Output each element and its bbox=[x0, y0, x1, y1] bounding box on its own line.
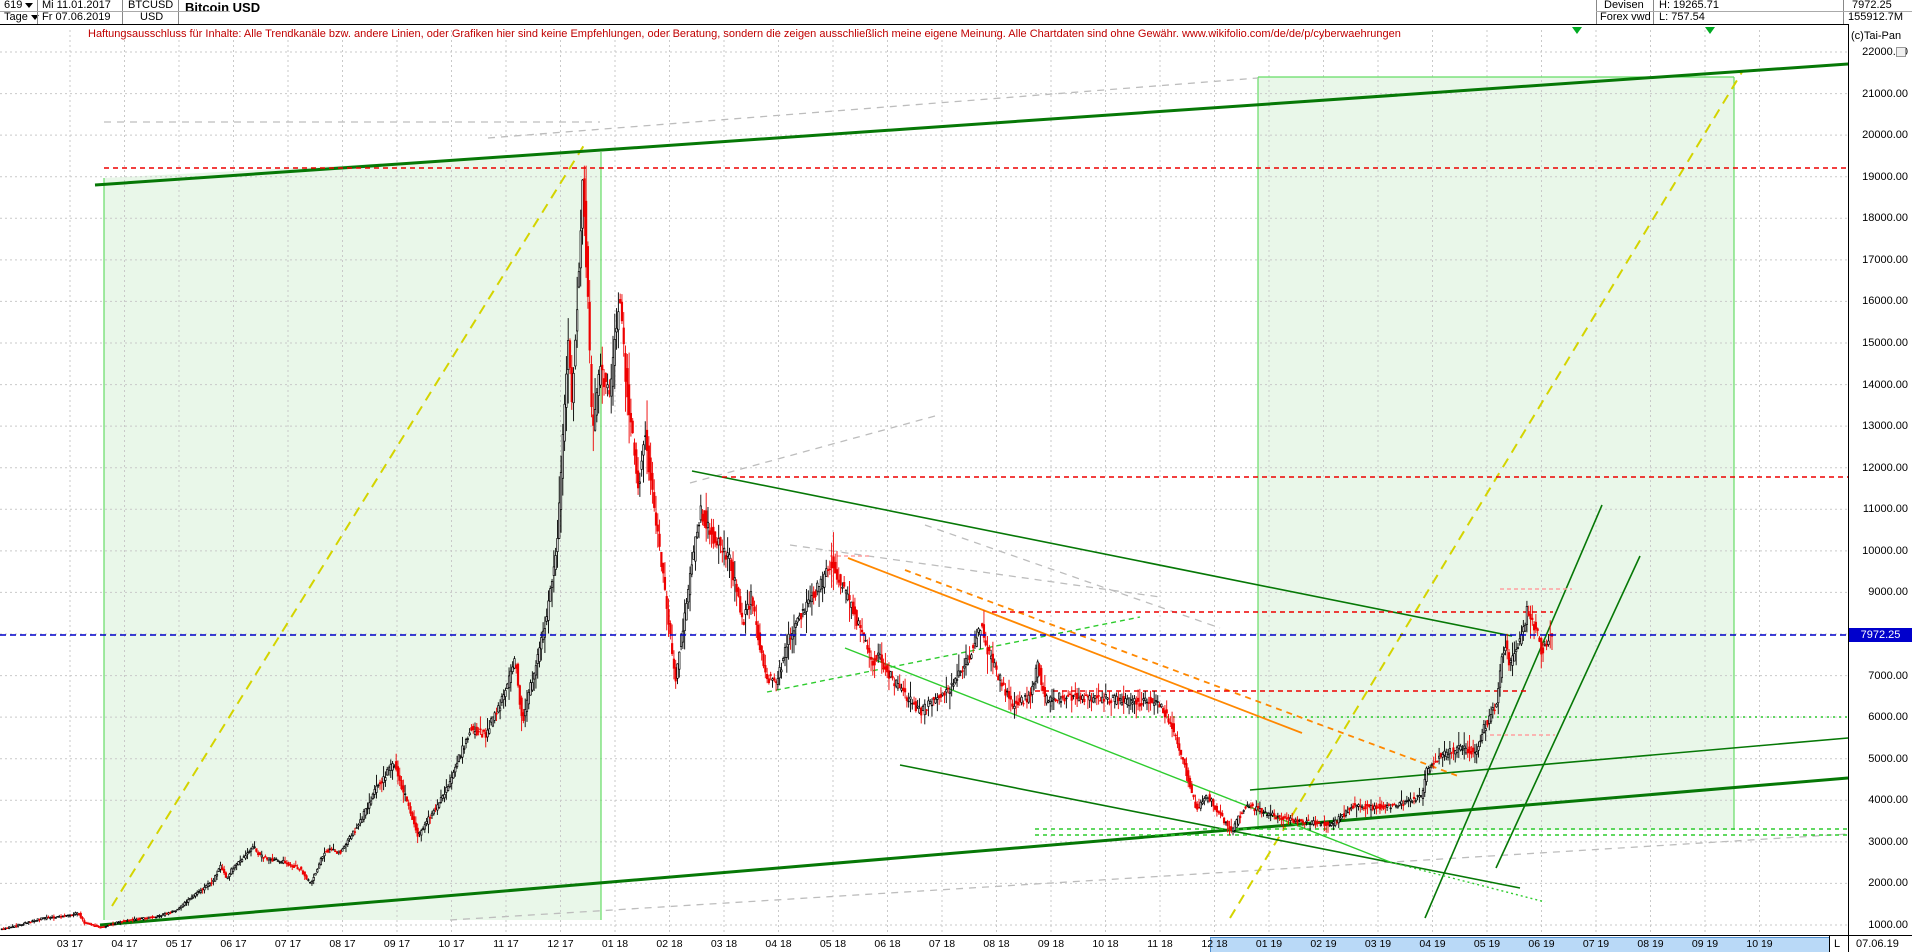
price-tick-label: 12000.00 bbox=[1862, 461, 1908, 474]
price-tick-label: 21000.00 bbox=[1862, 87, 1908, 100]
price-tick-label: 13000.00 bbox=[1862, 420, 1908, 433]
bright-green-lines bbox=[766, 616, 1848, 903]
source-label: Forex vwd bbox=[1600, 11, 1651, 23]
bars-count-dropdown[interactable]: 619 bbox=[4, 0, 34, 11]
right-channel-zone bbox=[1258, 77, 1734, 830]
chevron-down-icon bbox=[30, 14, 39, 20]
date-tick-label: 05 19 bbox=[1473, 938, 1501, 950]
date-tick-label: 08 17 bbox=[329, 938, 356, 950]
candlestick-chart-svg bbox=[0, 27, 1848, 934]
date-tick-label: 03 17 bbox=[56, 938, 84, 950]
date-tick-label: 05 17 bbox=[165, 938, 193, 950]
date-tick-label: 05 18 bbox=[819, 938, 847, 950]
date-tick-label: 01 18 bbox=[601, 938, 629, 950]
date-tick-label: 02 19 bbox=[1310, 938, 1337, 950]
market-label: Devisen bbox=[1604, 0, 1644, 11]
price-tick-label: 19000.00 bbox=[1862, 170, 1908, 183]
price-tick-label: 18000.00 bbox=[1862, 212, 1908, 225]
price-tick-label: 10000.00 bbox=[1862, 544, 1908, 557]
date-tick-label: 04 18 bbox=[765, 938, 792, 950]
gridlines bbox=[0, 30, 1848, 934]
date-tick-label: 06 19 bbox=[1528, 938, 1555, 950]
page-title: Bitcoin USD bbox=[185, 0, 261, 15]
date-tick-label: 07 17 bbox=[274, 938, 302, 950]
resize-handle[interactable] bbox=[1896, 47, 1906, 57]
date-tick-label: 03 19 bbox=[1364, 938, 1392, 950]
yellow-trendlines bbox=[111, 71, 1743, 919]
price-tick-label: 7000.00 bbox=[1868, 669, 1908, 682]
top-marker-icons bbox=[1572, 27, 1715, 34]
price-tick-label: 5000.00 bbox=[1868, 752, 1908, 765]
current-price-badge: 7972.25 bbox=[1849, 628, 1912, 642]
date-to: Fr 07.06.2019 bbox=[42, 11, 111, 23]
date-tick-label: 07 18 bbox=[928, 938, 956, 950]
chevron-down-icon bbox=[25, 2, 34, 8]
date-axis: L 07.06.19 03 17 04 17 05 17 06 17 07 17 08 1… bbox=[0, 935, 1912, 952]
date-tick-label: 11 18 bbox=[1147, 938, 1173, 950]
green-trendlines bbox=[691, 470, 1848, 919]
price-tick-label: 17000.00 bbox=[1862, 253, 1908, 266]
price-tick-label: 14000.00 bbox=[1862, 378, 1908, 391]
chart-header: 619 Tage Mi 11.01.2017 Fr 07.06.2019 BTC… bbox=[0, 0, 1912, 25]
axis-divider bbox=[1848, 24, 1849, 952]
date-tick-label: 04 17 bbox=[111, 938, 138, 950]
price-tick-label: 4000.00 bbox=[1868, 794, 1908, 807]
price-tick-label: 2000.00 bbox=[1868, 877, 1908, 890]
date-from: Mi 11.01.2017 bbox=[42, 0, 111, 11]
orange-trendlines bbox=[847, 557, 1459, 777]
period-dropdown[interactable]: Tage bbox=[4, 12, 39, 23]
date-tick-label: 12 17 bbox=[547, 938, 574, 950]
price-tick-label: 9000.00 bbox=[1868, 586, 1908, 599]
date-tick-label: 10 18 bbox=[1092, 938, 1119, 950]
date-range-highlight[interactable] bbox=[1210, 937, 1830, 952]
price-tick-label: 15000.00 bbox=[1862, 336, 1908, 349]
date-tick-label: 01 19 bbox=[1255, 938, 1283, 950]
marker-triangle-icon bbox=[1572, 27, 1582, 34]
symbol-label: BTCUSD bbox=[128, 0, 174, 11]
chart-plot-area[interactable] bbox=[0, 24, 1848, 935]
price-tick-label: 20000.00 bbox=[1862, 129, 1908, 142]
date-tick-label: 06 18 bbox=[874, 938, 901, 950]
date-tick-label: 12 18 bbox=[1201, 938, 1228, 950]
low-value: L: 757.54 bbox=[1659, 11, 1705, 23]
date-tick-label: 10 19 bbox=[1746, 938, 1773, 950]
date-tick-label: 07 19 bbox=[1582, 938, 1610, 950]
gray-trendlines bbox=[104, 77, 1848, 921]
date-tick-label: 10 17 bbox=[438, 938, 465, 950]
marker-triangle-icon bbox=[1705, 27, 1715, 34]
price-axis: 7972.25 22000.00 21000.00 20000.00 19000.00… bbox=[1849, 24, 1912, 935]
date-tick-label: 08 19 bbox=[1637, 938, 1664, 950]
disclaimer-text: Haftungsausschluss für Inhalte: Alle Tre… bbox=[88, 28, 1401, 40]
date-tick-label: 09 18 bbox=[1037, 938, 1065, 950]
high-value: H: 19265.71 bbox=[1659, 0, 1719, 11]
date-tick-label: 02 18 bbox=[656, 938, 683, 950]
candlesticks bbox=[0, 165, 1554, 931]
date-tick-label: 08 18 bbox=[983, 938, 1010, 950]
volume-value: 155912.7M bbox=[1848, 11, 1904, 23]
main-channel-lines bbox=[94, 62, 1848, 927]
date-tick-label: 04 19 bbox=[1419, 938, 1446, 950]
last-price-header: 7972.25 bbox=[1852, 0, 1892, 11]
copyright-label: (c)Tai-Pan bbox=[1851, 30, 1902, 42]
last-date-label: 07.06.19 bbox=[1856, 938, 1899, 950]
red-resistance-levels bbox=[104, 167, 1848, 736]
date-tick-label: 03 18 bbox=[710, 938, 738, 950]
date-tick-label: 09 17 bbox=[383, 938, 411, 950]
price-tick-label: 16000.00 bbox=[1862, 295, 1908, 308]
channel-regions bbox=[104, 77, 1734, 920]
date-tick-label: 11 17 bbox=[493, 938, 519, 950]
price-tick-label: 3000.00 bbox=[1868, 835, 1908, 848]
last-marker-label: L bbox=[1834, 938, 1841, 950]
currency-label: USD bbox=[140, 11, 164, 23]
price-tick-label: 1000.00 bbox=[1868, 918, 1908, 931]
price-tick-label: 6000.00 bbox=[1868, 711, 1908, 724]
price-tick-label: 11000.00 bbox=[1862, 503, 1908, 516]
date-tick-label: 09 19 bbox=[1691, 938, 1719, 950]
date-tick-label: 06 17 bbox=[220, 938, 247, 950]
